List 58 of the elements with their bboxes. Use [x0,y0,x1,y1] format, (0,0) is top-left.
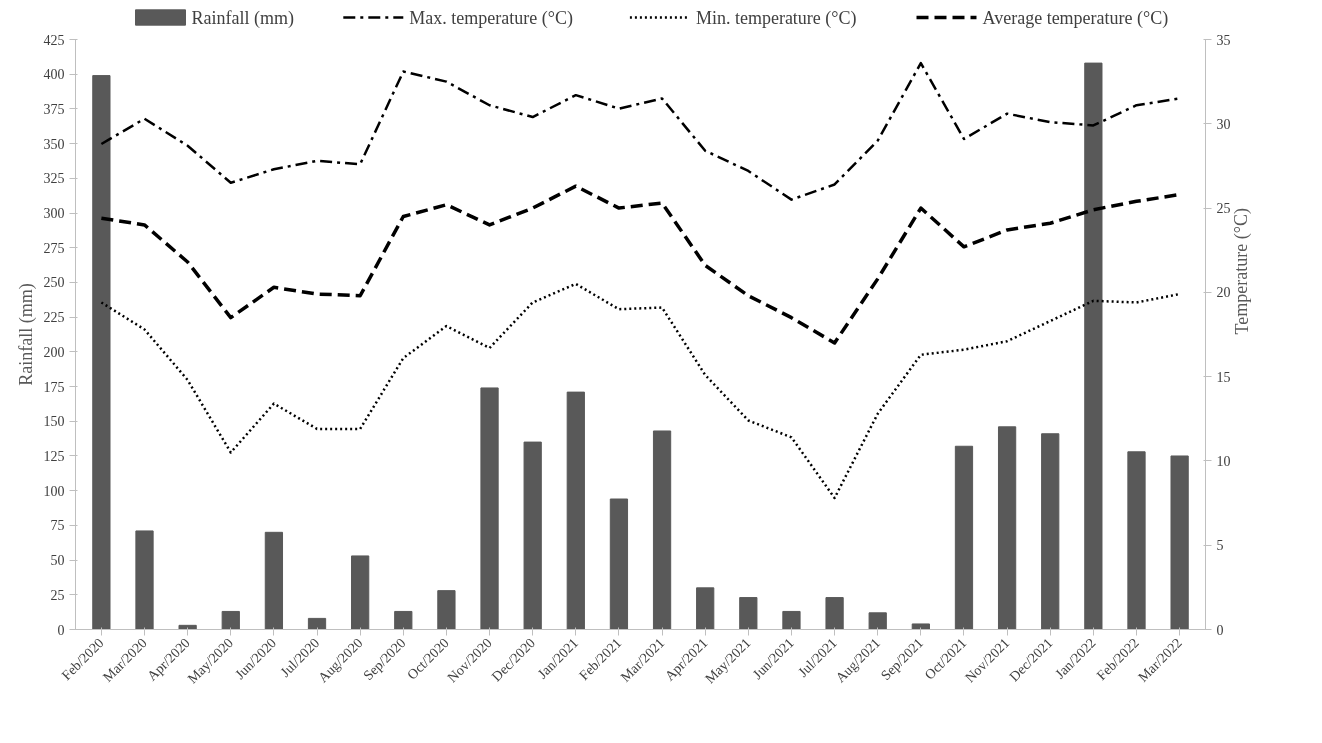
y2-tick-label: 0 [1216,622,1224,638]
bar [868,612,887,630]
bar [307,617,327,630]
y-tick-label: 300 [43,206,65,222]
y2-tick-label: 5 [1216,538,1224,554]
bar [351,555,370,630]
bar [696,587,715,630]
y-tick-label: 425 [43,32,65,48]
y2-tick-label: 10 [1216,453,1231,469]
y-tick-label: 0 [57,622,65,638]
bar [782,610,801,630]
legend-label: Rainfall (mm) [191,7,294,29]
bar [739,597,758,630]
bar [264,531,284,630]
y2-axis-title: Temperature (°C) [1231,208,1253,335]
bar [523,441,542,630]
bar [609,498,629,630]
y-tick-label: 400 [43,67,65,83]
y-tick-label: 75 [50,518,65,534]
y-tick-label: 25 [50,587,65,603]
bar [825,597,844,630]
bar [911,623,930,630]
bar [997,426,1017,630]
y-tick-label: 175 [43,379,65,395]
bar [954,445,974,630]
bar [1170,455,1189,630]
legend-label: Min. temperature (°C) [695,7,857,29]
bar [1041,433,1060,630]
bar [652,430,672,630]
bar [221,610,240,630]
bar [1127,451,1146,630]
legend-label: Average temperature (°C) [982,7,1169,29]
y2-tick-label: 15 [1216,369,1231,385]
bar [135,530,154,630]
bar [566,391,585,630]
y-axis-title: Rainfall (mm) [15,283,37,386]
legend-label: Max. temperature (°C) [409,7,573,29]
y2-tick-label: 35 [1216,32,1231,48]
y-tick-label: 225 [43,310,65,326]
line-series [100,282,1181,500]
y-tick-label: 350 [43,136,65,152]
y-tick-label: 125 [43,448,65,464]
bar [480,387,499,630]
y-tick-label: 375 [43,101,65,117]
y2-tick-label: 30 [1216,116,1231,132]
y-tick-label: 50 [50,553,65,569]
bar [1084,62,1103,630]
bar [437,590,456,630]
y-tick-label: 275 [43,240,65,256]
y2-tick-label: 25 [1216,201,1231,217]
y-tick-label: 250 [43,275,65,291]
y-tick-label: 100 [43,483,65,499]
y-tick-label: 325 [43,171,65,187]
y-tick-label: 150 [43,414,65,430]
y-tick-label: 200 [43,344,65,360]
bar [92,75,111,630]
bar [394,610,413,630]
y2-tick-label: 20 [1216,285,1231,301]
